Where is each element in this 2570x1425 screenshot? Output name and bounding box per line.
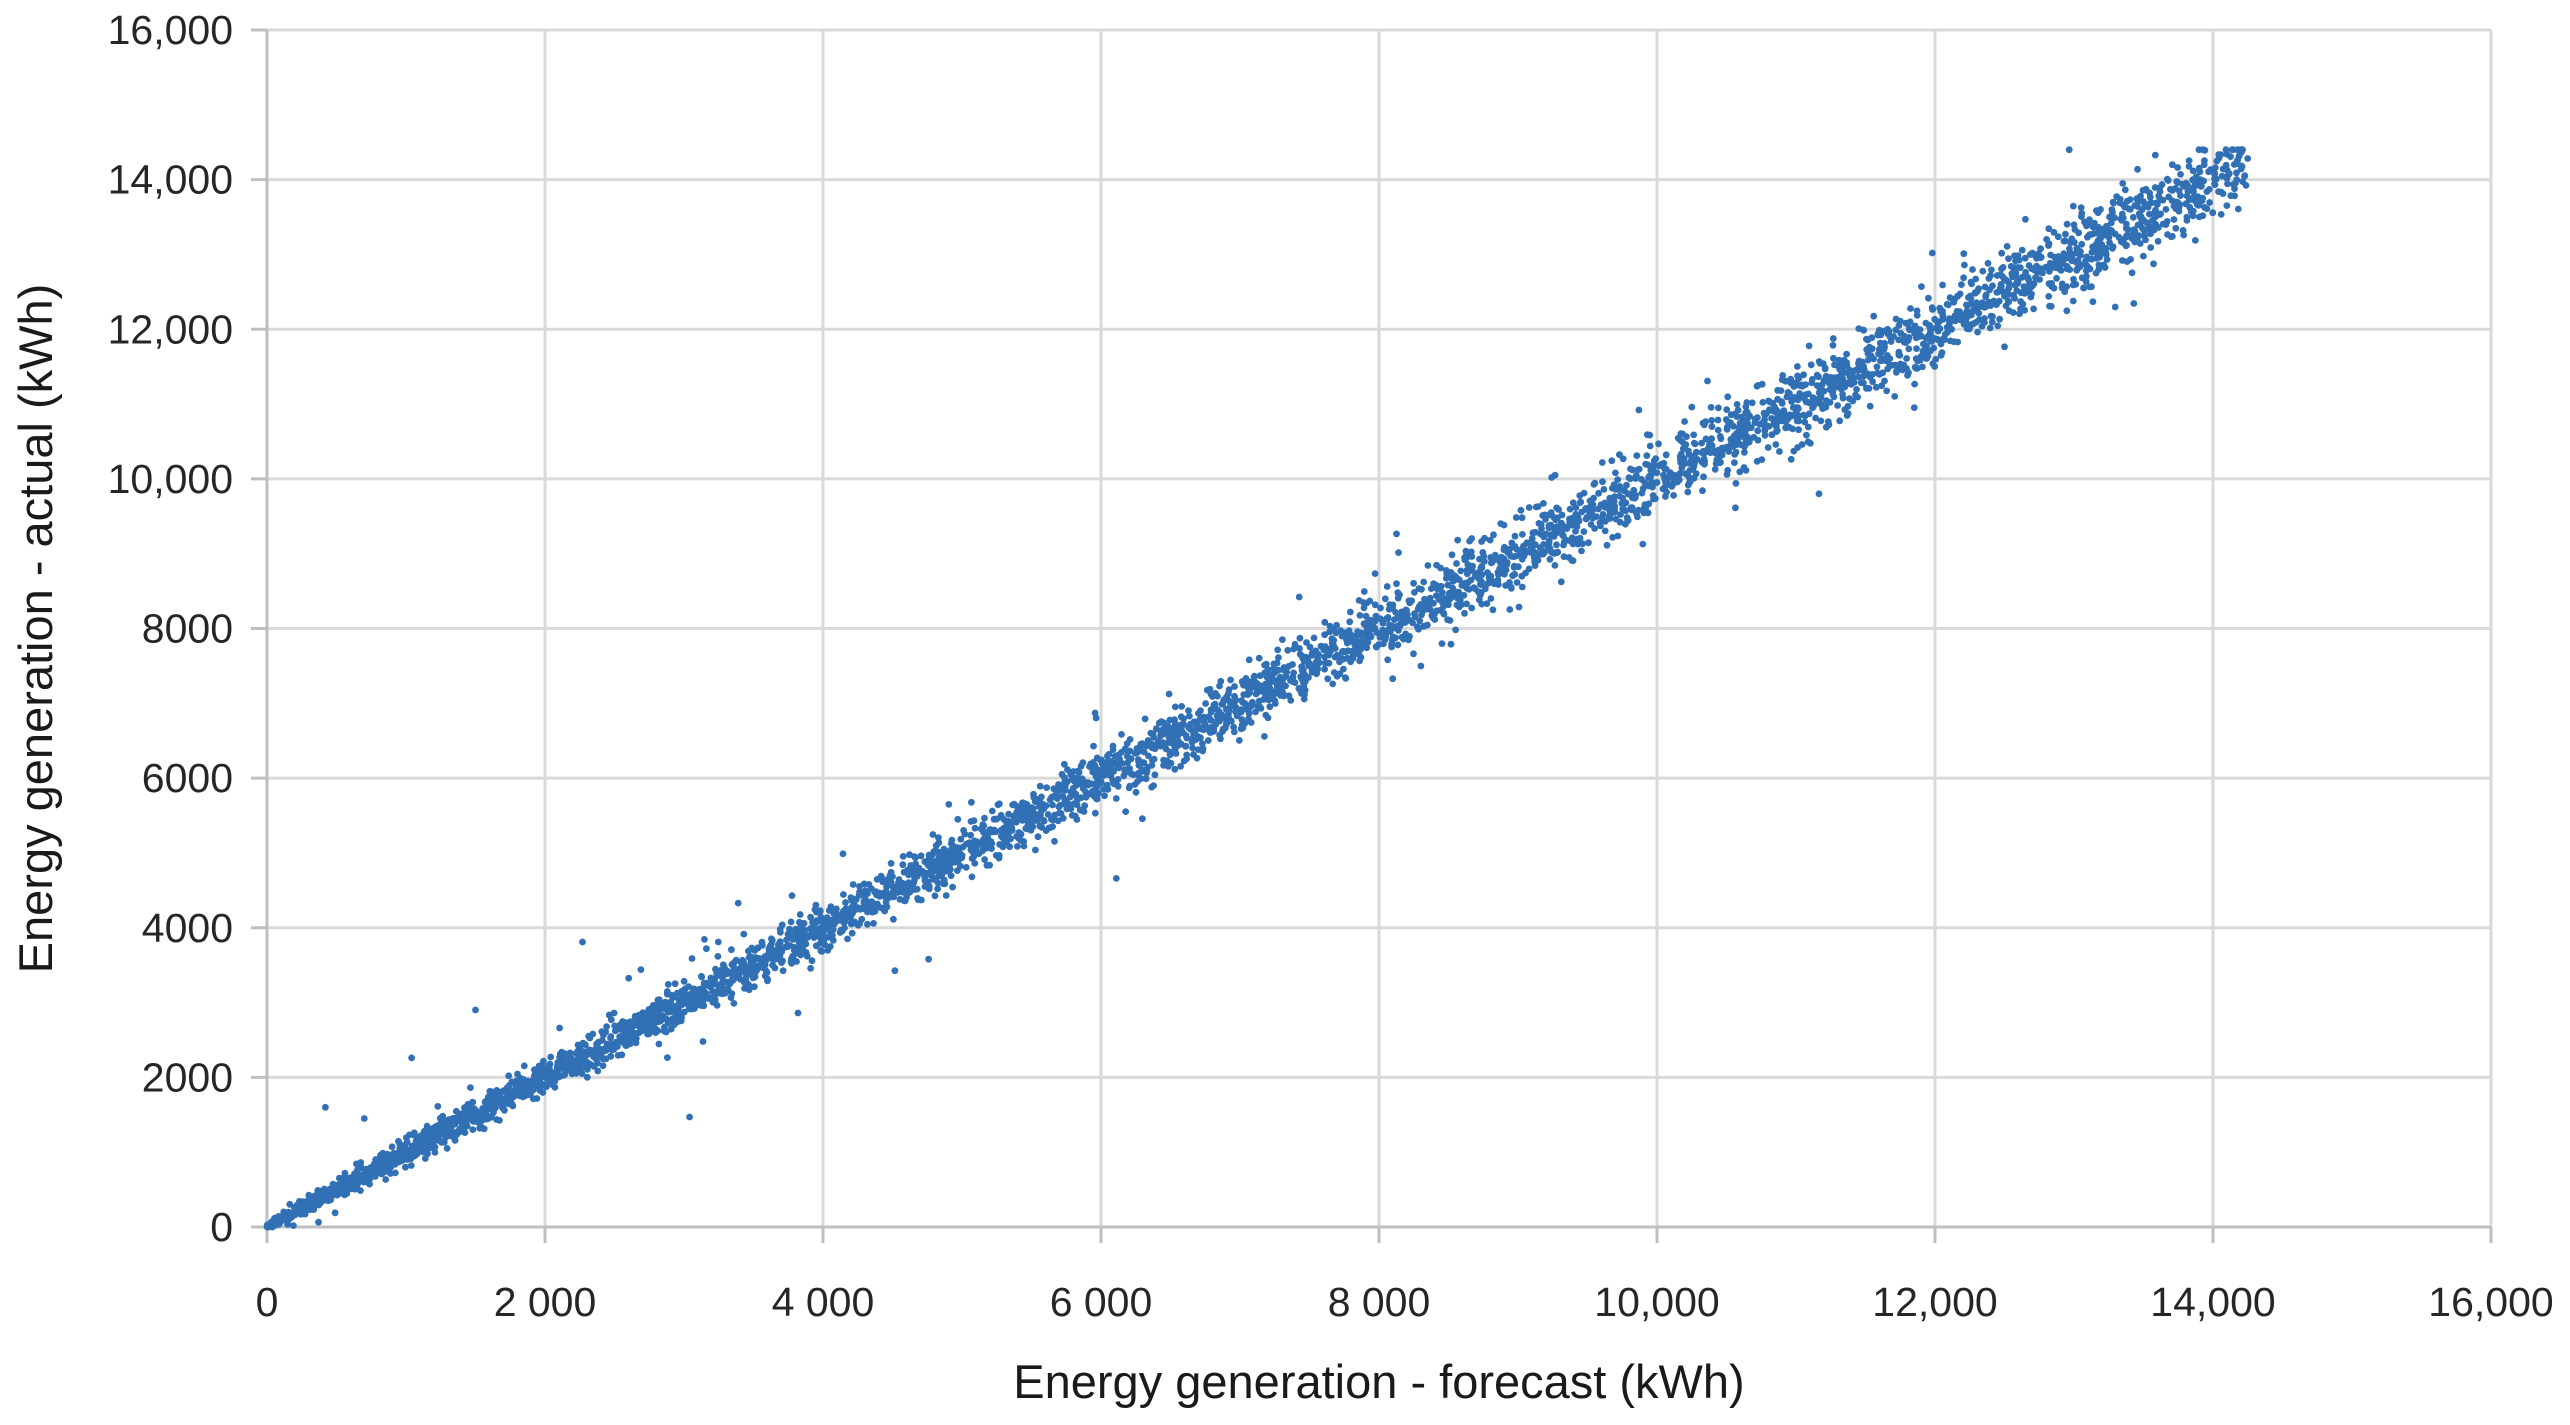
y-axis-title: Energy generation - actual (kWh) <box>9 284 62 974</box>
y-tick-label: 12,000 <box>108 306 233 352</box>
x-tick-label: 12,000 <box>1872 1279 1997 1325</box>
x-axis-title: Energy generation - forecast (kWh) <box>1013 1355 1744 1408</box>
x-tick-label: 14,000 <box>2150 1279 2275 1325</box>
x-tick-label: 10,000 <box>1594 1279 1719 1325</box>
x-tick-label: 16,000 <box>2428 1279 2553 1325</box>
scatter-points <box>263 146 2252 1231</box>
y-tick-label: 8000 <box>142 606 233 652</box>
y-tick-label: 0 <box>210 1204 233 1250</box>
tick-labels: 0 2 000 4 000 6 000 8 000 10,000 12,000 14,000 1… <box>108 7 2554 1325</box>
y-tick-label: 6000 <box>142 755 233 801</box>
x-tick-label: 8 000 <box>1328 1279 1431 1325</box>
y-tick-label: 14,000 <box>108 157 233 203</box>
y-tick-label: 10,000 <box>108 456 233 502</box>
y-tick-label: 4000 <box>142 905 233 951</box>
x-tick-label: 0 <box>256 1279 279 1325</box>
y-tick-label: 2000 <box>142 1054 233 1100</box>
gridlines <box>267 28 2493 1227</box>
x-tick-label: 2 000 <box>494 1279 597 1325</box>
x-tick-label: 4 000 <box>772 1279 875 1325</box>
axis-lines-and-ticks <box>251 28 2493 1243</box>
x-tick-label: 6 000 <box>1050 1279 1153 1325</box>
y-tick-label: 16,000 <box>108 7 233 53</box>
